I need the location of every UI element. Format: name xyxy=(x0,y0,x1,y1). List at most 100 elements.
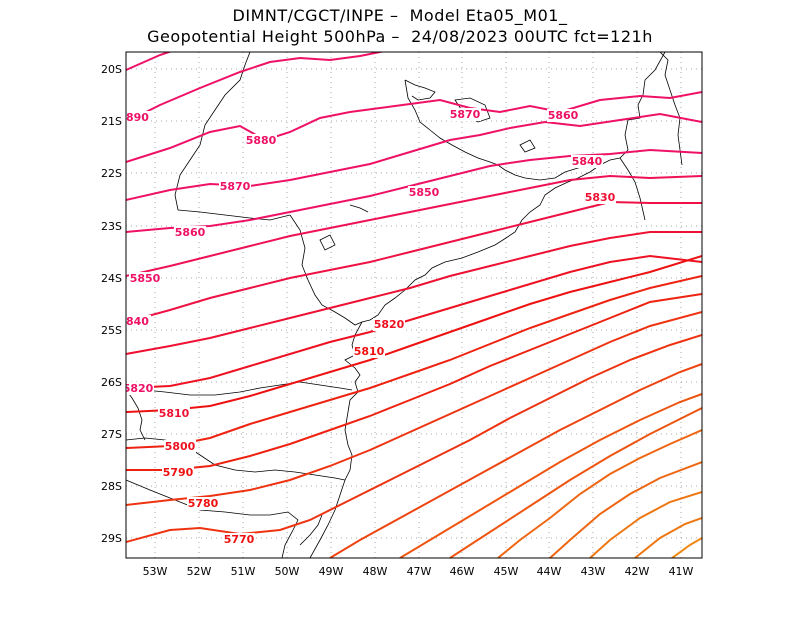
contour-label-bg xyxy=(219,180,251,193)
lat-tick-label: 20S xyxy=(101,63,122,76)
state-border-pr-sc xyxy=(126,381,353,396)
contour-labels: 890 5880 5870 5860 5850 840 5820 5810 5800 5790 57… xyxy=(126,108,616,546)
contour-label: 5870 xyxy=(450,108,481,121)
lat-tick-label: 26S xyxy=(101,376,122,389)
contour-label: 5810 xyxy=(159,407,190,420)
graticule xyxy=(126,52,702,558)
contour-line xyxy=(126,200,702,323)
contour-line xyxy=(399,393,702,558)
contour-label-bg xyxy=(547,109,579,122)
lon-tick-label: 42W xyxy=(625,565,650,578)
contour-label-bg xyxy=(571,155,603,168)
lon-tick-label: 47W xyxy=(407,565,432,578)
lon-tick-label: 44W xyxy=(537,565,562,578)
contour-label: 5820 xyxy=(374,318,405,331)
contour-label: 5880 xyxy=(246,134,277,147)
contour-line xyxy=(549,461,702,558)
plot-frame xyxy=(125,51,703,559)
chart-title-line-2: Geopotential Height 500hPa – 24/08/2023 … xyxy=(147,27,653,46)
contour-line xyxy=(126,255,702,413)
lon-tick-label: 52W xyxy=(187,565,212,578)
lon-tick-label: 46W xyxy=(450,565,475,578)
contour-line xyxy=(126,91,702,163)
contour-line xyxy=(126,293,702,471)
contour-line xyxy=(329,363,702,558)
rj-interior-border xyxy=(519,139,536,153)
contour-label: 5770 xyxy=(224,533,255,546)
contour-line xyxy=(126,231,702,355)
contour-line xyxy=(126,52,173,71)
contour-label: 5790 xyxy=(163,466,194,479)
chart-title-line-1: DIMNT/CGCT/INPE – Model Eta05_M01_ xyxy=(232,6,568,25)
contour-lines xyxy=(126,52,702,558)
contour-label-bg xyxy=(162,466,194,479)
contour-label: 5800 xyxy=(165,440,196,453)
contour-line xyxy=(589,491,702,558)
river-sp xyxy=(349,204,369,213)
contour-line xyxy=(126,275,702,449)
lat-tick-label: 25S xyxy=(101,324,122,337)
contour-line xyxy=(126,334,702,543)
lagoa-dos-patos xyxy=(299,514,323,546)
contour-label: 5860 xyxy=(175,226,206,239)
contour-label-bg xyxy=(449,108,481,121)
argentina-border xyxy=(126,389,146,441)
contour-label-bg xyxy=(245,134,277,147)
state-border-mg-es xyxy=(659,52,683,166)
latitude-axis: 20S 21S 22S 23S 24S 25S 26S 27S 28S 29S xyxy=(101,63,122,545)
lon-tick-label: 50W xyxy=(275,565,300,578)
contour-label-bg xyxy=(373,318,405,331)
contour-line xyxy=(126,52,386,123)
brazil-coastline xyxy=(309,52,666,558)
lon-tick-label: 41W xyxy=(669,565,694,578)
lon-tick-label: 45W xyxy=(494,565,519,578)
contour-line xyxy=(671,537,702,558)
contour-label-bg xyxy=(158,407,190,420)
longitude-axis: 53W 52W 51W 50W 49W 48W 47W 46W 45W 44W 43W 42W 41W xyxy=(143,565,694,578)
contour-label-bg xyxy=(584,191,616,204)
lat-tick-label: 27S xyxy=(101,428,122,441)
contour-label-bg xyxy=(129,272,161,285)
contour-label-bg xyxy=(408,186,440,199)
contour-label: 5860 xyxy=(548,109,579,122)
contour-line xyxy=(497,429,702,558)
contour-label: 840 xyxy=(126,315,149,328)
lon-tick-label: 48W xyxy=(363,565,388,578)
contour-label: 5850 xyxy=(409,186,440,199)
contour-line xyxy=(126,254,702,389)
contour-label-bg xyxy=(187,497,219,510)
lon-tick-label: 53W xyxy=(143,565,168,578)
lat-tick-label: 28S xyxy=(101,480,122,493)
contour-label-bg xyxy=(164,440,196,453)
contour-line xyxy=(126,174,702,277)
contour-label: 5780 xyxy=(188,497,219,510)
lon-tick-label: 43W xyxy=(581,565,606,578)
contour-line xyxy=(449,407,702,558)
state-border-rj xyxy=(619,157,646,221)
mg-interior-border xyxy=(404,79,436,101)
lon-tick-label: 51W xyxy=(231,565,256,578)
lat-tick-label: 29S xyxy=(101,532,122,545)
contour-label: 5810 xyxy=(354,345,385,358)
contour-label-bg xyxy=(126,111,151,124)
lat-tick-label: 23S xyxy=(101,220,122,233)
contour-label-bg xyxy=(174,226,206,239)
contour-line xyxy=(634,517,702,558)
state-border-parana-river xyxy=(177,209,291,221)
state-border-sp-pr xyxy=(289,214,363,326)
state-border-ms xyxy=(174,52,251,211)
uruguay-border xyxy=(126,479,299,558)
contour-label: 890 xyxy=(126,111,149,124)
contour-label-bg xyxy=(223,533,255,546)
lake-parana xyxy=(319,234,336,251)
contour-label: 5850 xyxy=(130,272,161,285)
contour-label: 5830 xyxy=(585,191,616,204)
contour-label-bg xyxy=(353,345,385,358)
lat-tick-label: 21S xyxy=(101,115,122,128)
lon-tick-label: 49W xyxy=(319,565,344,578)
contour-label-bg xyxy=(126,382,154,395)
contour-label-bg xyxy=(126,315,151,328)
state-border-sp-mg xyxy=(404,79,591,181)
contour-line xyxy=(126,311,702,506)
